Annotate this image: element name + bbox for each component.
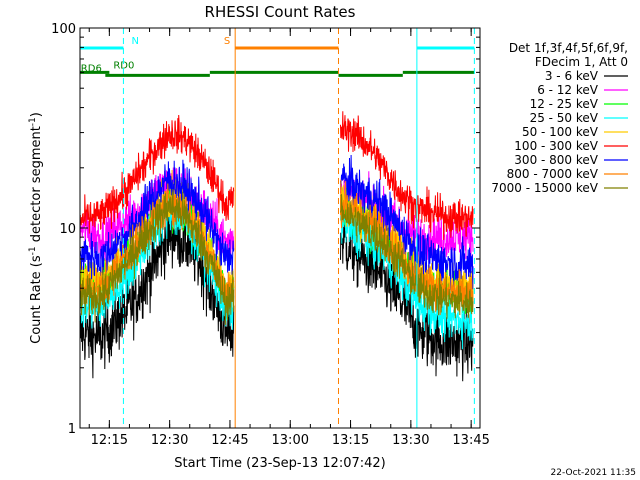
legend: Det 1f,3f,4f,5f,6f,9f, FDecim 1, Att 0 3…: [491, 41, 628, 195]
series-trace-1-segment-1: [79, 202, 235, 379]
series-trace-9-segment-1: [79, 188, 235, 325]
legend-label-5: 50 - 100 keV: [522, 125, 599, 139]
flag-label-rd0: RD0: [113, 60, 134, 71]
x-tick-label: 12:45: [211, 433, 248, 448]
series-trace-7-segment-2: [340, 154, 474, 291]
y-tick-label: 10: [59, 222, 76, 237]
legend-label-2: 6 - 12 keV: [537, 83, 599, 97]
legend-label-4: 25 - 50 keV: [530, 111, 599, 125]
series-layer: [79, 111, 474, 382]
series-trace-9-segment-2: [340, 194, 474, 319]
x-axis: 12:15 12:30 12:45 13:00 13:15 13:30 13:45: [88, 28, 490, 448]
y-axis-label-middle: detector segment: [29, 126, 44, 246]
legend-label-7: 300 - 800 keV: [514, 153, 598, 167]
x-axis-label: Start Time (23-Sep-13 12:07:42): [174, 456, 385, 471]
flag-label-rd6: RD6: [81, 63, 102, 74]
flag-bars: N S RD0 RD6: [80, 36, 475, 77]
y-axis-label-main: Count Rate (s: [29, 255, 44, 344]
series-trace-6-segment-2: [340, 111, 474, 241]
y-axis-label: Count Rate (s-1 detector segment-1): [28, 112, 44, 344]
x-tick-label: 12:15: [91, 433, 128, 448]
chart-title: RHESSI Count Rates: [205, 3, 356, 21]
x-tick-label: 13:15: [332, 433, 369, 448]
legend-label-9: 7000 - 15000 keV: [491, 181, 598, 195]
legend-header-1: Det 1f,3f,4f,5f,6f,9f,: [509, 41, 628, 55]
y-axis-label-tail: ): [29, 112, 44, 117]
legend-label-1: 3 - 6 keV: [545, 69, 599, 83]
y-axis-label-exponent-2: -1: [28, 117, 38, 126]
legend-label-6: 100 - 300 keV: [514, 139, 598, 153]
series-trace-7-segment-1: [79, 159, 235, 280]
legend-label-8: 800 - 7000 keV: [507, 167, 599, 181]
y-tick-label: 1: [68, 422, 76, 437]
flag-label-n: N: [131, 36, 138, 47]
x-tick-label: 13:45: [452, 433, 489, 448]
x-tick-label: 13:00: [272, 433, 309, 448]
y-tick-label: 100: [51, 22, 76, 37]
date-stamp: 22-Oct-2021 11:35: [551, 468, 636, 478]
x-tick-label: 13:30: [392, 433, 429, 448]
series-trace-6-segment-1: [79, 114, 235, 234]
flag-label-s: S: [224, 36, 230, 47]
y-axis-label-exponent-1: -1: [28, 246, 38, 255]
legend-header-2: FDecim 1, Att 0: [535, 55, 628, 69]
legend-label-3: 12 - 25 keV: [530, 97, 599, 111]
y-axis: 1 10 100: [51, 22, 480, 437]
x-tick-label: 12:30: [151, 433, 188, 448]
